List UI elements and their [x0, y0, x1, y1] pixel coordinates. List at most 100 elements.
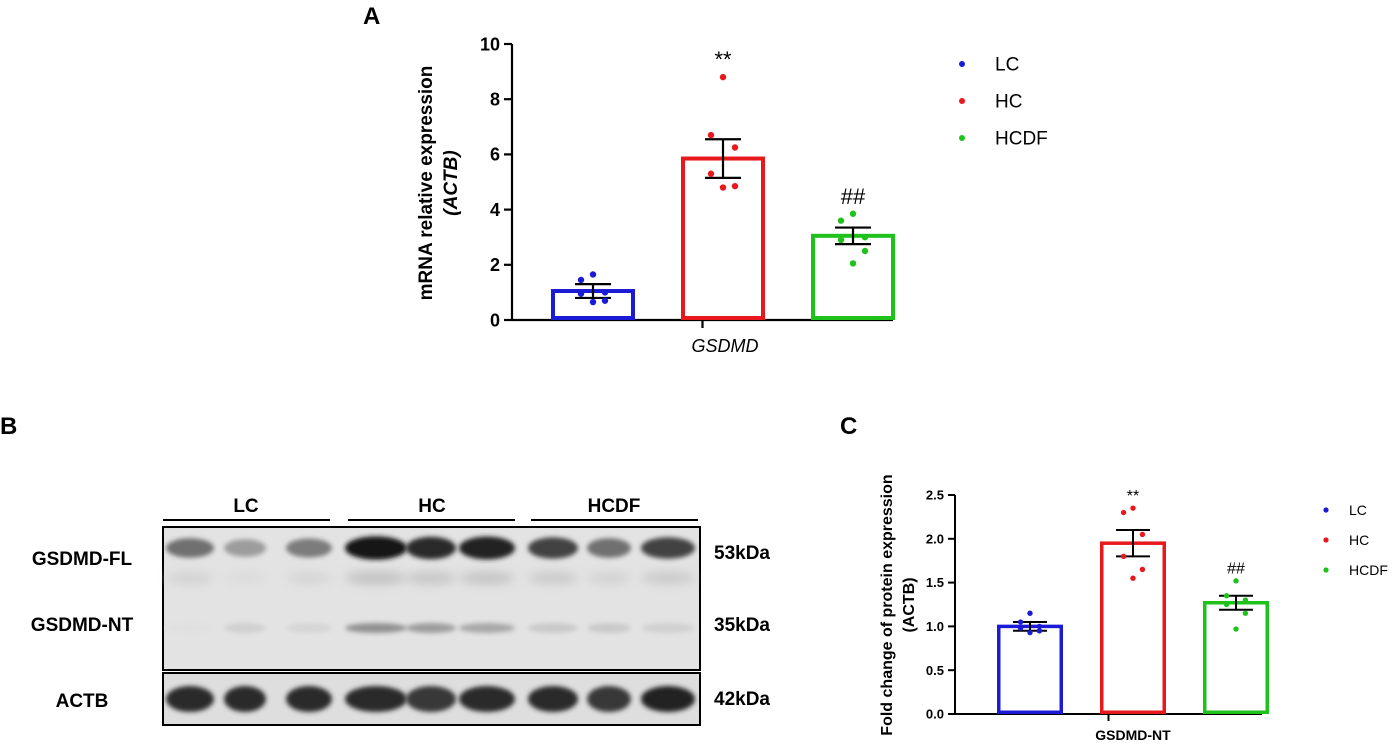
chart-c-y-tick-label: 0.0 — [926, 707, 944, 722]
chart-c-data-point — [1017, 625, 1024, 631]
blot-band-actb — [406, 686, 456, 712]
chart-c-data-point — [1120, 509, 1127, 516]
blot-band-smear — [345, 572, 407, 584]
blot-band-actb — [587, 686, 631, 712]
chart-c: Fold change of protein expression (ACTB)… — [879, 474, 1388, 743]
chart-a-xlabel: GSDMD — [692, 336, 759, 356]
blot-band-gsdmd-nt — [406, 623, 456, 633]
chart-a-ylabel-line1: mRNA relative expression — [416, 66, 437, 301]
blot-band-actb — [166, 686, 214, 712]
chart-a-data-point — [731, 144, 739, 151]
chart-a-data-point — [589, 271, 597, 278]
chart-a-bar-hc — [681, 156, 765, 320]
chart-a-significance: ## — [841, 184, 866, 209]
blot-band-gsdmd-fl — [345, 536, 407, 560]
chart-a-data-point — [731, 182, 739, 190]
blot-row-label-fl: GSDMD-FL — [32, 549, 133, 570]
chart-c-data-point — [1242, 597, 1249, 603]
blot-band-gsdmd-fl — [286, 538, 332, 558]
chart-a-legend-label: HC — [995, 92, 1022, 113]
chart-a-data-point — [577, 276, 585, 284]
chart-c-data-point — [1223, 601, 1230, 608]
blot-band-gsdmd-nt — [459, 623, 515, 633]
blot-band-gsdmd-fl — [528, 537, 578, 559]
blot-band-smear — [406, 572, 456, 584]
chart-c-data-point — [1036, 623, 1043, 630]
blot-bands — [166, 536, 695, 712]
blot-band-smear — [286, 572, 332, 584]
blot-band-gsdmd-fl — [406, 536, 456, 560]
blot-band-gsdmd-fl — [459, 536, 515, 560]
chart-a: mRNA relative expression (ACTB) GSDMD 0 2… — [416, 34, 1048, 356]
chart-a-y-tick-label: 0 — [490, 310, 500, 330]
chart-c-data-point — [1233, 578, 1239, 584]
blot-band-gsdmd-fl — [166, 538, 214, 558]
chart-a-data-point — [719, 73, 727, 81]
chart-a-data-point — [837, 217, 845, 224]
chart-c-bar-lc — [997, 624, 1063, 715]
chart-a-legend-marker — [959, 98, 965, 104]
blot-size-53: 53kDa — [714, 543, 770, 564]
chart-a-legend-label: HCDF — [995, 129, 1048, 150]
chart-c-data-point — [1027, 610, 1033, 616]
panel-label-b: B — [0, 413, 17, 440]
blot-band-gsdmd-nt — [224, 623, 266, 633]
chart-c-xlabel: GSDMD-NT — [1095, 727, 1171, 743]
chart-c-legend-label: HCDF — [1349, 562, 1388, 578]
chart-a-legend-label: LC — [995, 55, 1019, 76]
blot-band-actb — [459, 686, 515, 712]
chart-a-data-point — [719, 184, 727, 191]
chart-a-data-point — [861, 247, 869, 255]
chart-c-data-point — [1130, 505, 1136, 511]
chart-c-data-point — [1027, 629, 1033, 636]
blot-band-gsdmd-fl — [587, 538, 631, 558]
chart-c-y-tick-label: 2.5 — [926, 488, 944, 503]
blot-band-gsdmd-fl — [641, 537, 695, 559]
chart-a-y-tick-label: 8 — [490, 90, 500, 110]
chart-a-data-point — [601, 289, 609, 296]
chart-c-data-point — [1139, 531, 1146, 538]
chart-a-y-tick-label: 4 — [490, 200, 500, 220]
blot-band-actb — [224, 686, 266, 712]
chart-c-legend-marker — [1323, 507, 1329, 513]
blot-band-gsdmd-nt — [528, 623, 578, 633]
chart-c-y-tick-label: 1.5 — [926, 575, 944, 590]
chart-a-y-tick-label: 2 — [490, 255, 500, 275]
chart-c-data-point — [1233, 626, 1239, 632]
chart-a-bar-hcdf — [811, 233, 895, 321]
blot-band-smear — [459, 572, 515, 584]
chart-a-data-point — [849, 210, 857, 217]
blot-group-hc: HC — [418, 496, 446, 517]
blot-band-actb — [641, 686, 695, 712]
chart-a-legend-marker — [959, 135, 965, 141]
chart-a-data-point — [837, 236, 845, 244]
chart-c-bar-hcdf — [1203, 600, 1269, 714]
chart-c-data-point — [1017, 619, 1024, 625]
chart-c-data-point — [1130, 575, 1136, 581]
chart-a-y-tick-label: 10 — [480, 34, 500, 54]
blot-size-42: 42kDa — [714, 689, 770, 710]
chart-c-significance: ** — [1127, 488, 1139, 505]
blot-band-actb — [528, 686, 578, 712]
chart-c-legend-label: HC — [1349, 532, 1369, 548]
chart-a-significance: ** — [714, 47, 732, 72]
panel-label-c: C — [840, 413, 857, 440]
chart-a-data-point — [707, 170, 715, 177]
chart-a-data-point — [589, 298, 597, 306]
chart-c-y-tick-label: 0.5 — [926, 663, 944, 678]
chart-a-legend-marker — [959, 61, 965, 67]
chart-c-y-tick-label: 1.0 — [926, 619, 944, 634]
blot-group-lc: LC — [233, 496, 259, 517]
blot-band-smear — [641, 572, 695, 584]
chart-c-y-tick-label: 2.0 — [926, 531, 944, 546]
chart-a-y-tick-label: 6 — [490, 145, 500, 165]
chart-c-ylabel-line2: (ACTB) — [901, 577, 918, 632]
chart-a-data-point — [577, 290, 585, 297]
blot-band-smear — [587, 572, 631, 584]
chart-c-significance: ## — [1227, 561, 1245, 578]
chart-c-data-point — [1139, 566, 1146, 573]
blot-band-actb — [345, 686, 407, 712]
blot-band-gsdmd-nt — [345, 623, 407, 633]
blot-size-35: 35kDa — [714, 615, 770, 636]
